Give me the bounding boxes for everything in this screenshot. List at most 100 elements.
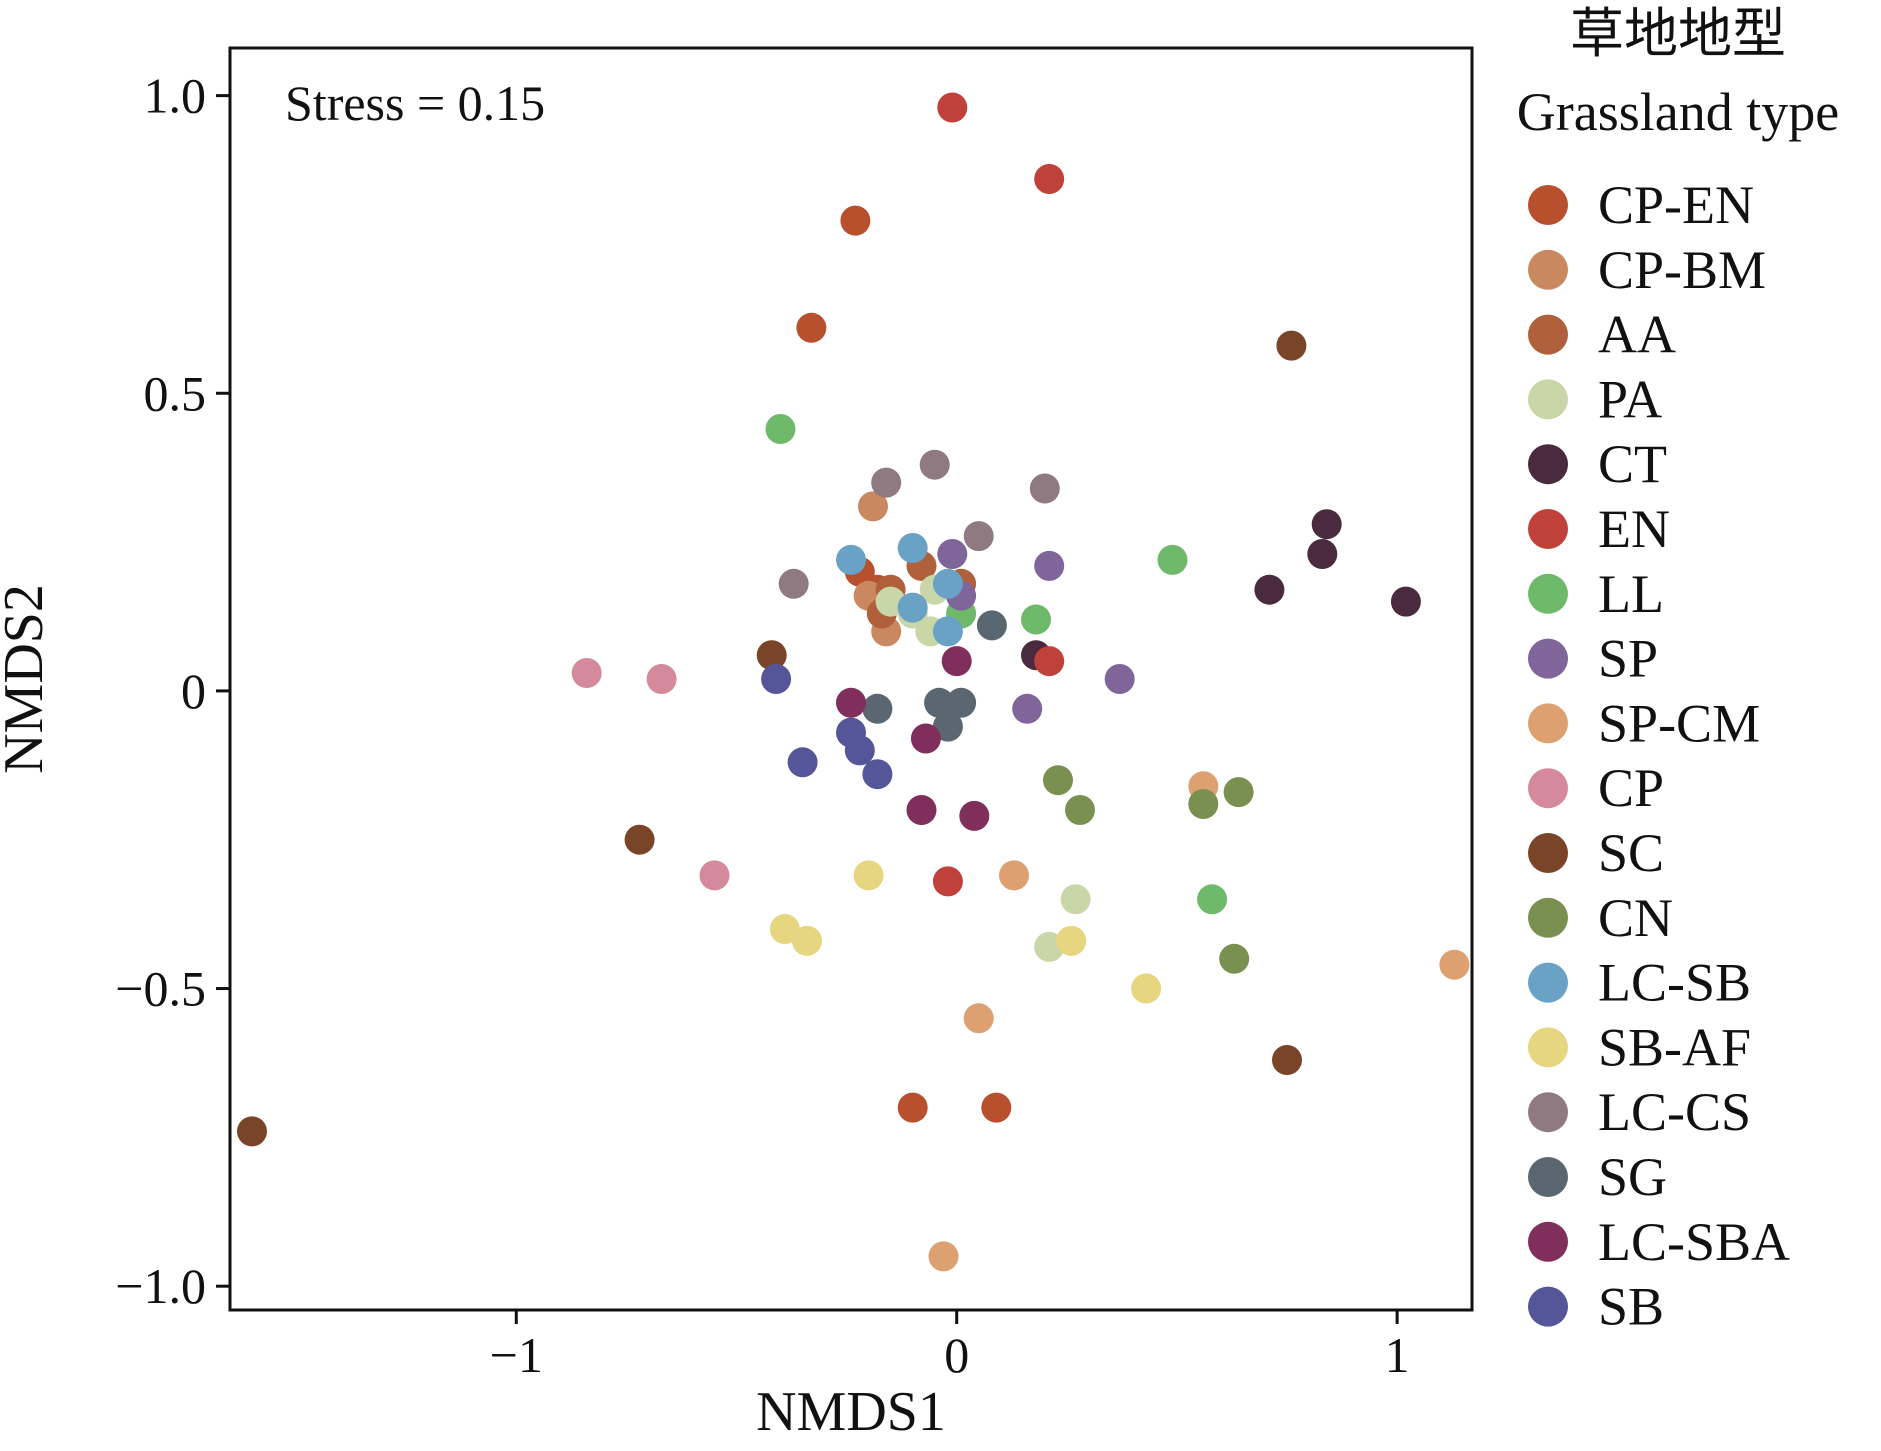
- data-point-sp: [937, 539, 968, 569]
- legend-label-sp-cm: SP-CM: [1598, 693, 1760, 753]
- legend-label-cp-bm: CP-BM: [1598, 240, 1766, 300]
- legend-marker-pa: [1528, 379, 1568, 420]
- data-point-en: [1034, 646, 1065, 677]
- y-tick-label: 1.0: [144, 68, 207, 124]
- data-point-sb: [862, 759, 893, 790]
- stress-annotation: Stress = 0.15: [285, 75, 545, 131]
- data-point-ll: [1021, 604, 1051, 635]
- legend-label-ll: LL: [1598, 564, 1664, 624]
- data-point-ct: [1311, 509, 1342, 540]
- data-point-ct: [1254, 574, 1285, 605]
- data-point-cp-bm: [858, 491, 888, 522]
- points-layer: [237, 92, 1470, 1272]
- data-point-cn: [1223, 777, 1254, 808]
- legend-label-lc-sb: LC-SB: [1598, 953, 1751, 1013]
- legend-label-en: EN: [1598, 499, 1670, 559]
- data-point-sg: [932, 711, 963, 742]
- legend-marker-cp-bm: [1528, 249, 1568, 290]
- legend-marker-aa: [1528, 314, 1568, 355]
- data-point-lc-cs: [1029, 473, 1060, 504]
- x-tick-label: 0: [944, 1327, 969, 1383]
- data-point-cp-en: [840, 205, 871, 236]
- legend-label-cp: CP: [1598, 758, 1664, 818]
- data-point-sb-af: [769, 914, 800, 944]
- legend-marker-en: [1528, 509, 1568, 549]
- legend-marker-cn: [1528, 897, 1568, 938]
- data-point-sb-af: [853, 860, 884, 891]
- data-point-en: [937, 92, 968, 123]
- legend-label-sg: SG: [1598, 1147, 1667, 1207]
- data-point-lc-cs: [778, 568, 809, 599]
- data-point-lc-cs: [871, 467, 902, 498]
- data-point-lc-sba: [836, 687, 866, 718]
- y-tick-label: 0.5: [144, 365, 207, 421]
- x-axis-title: NMDS1: [756, 1381, 946, 1443]
- legend-label-aa: AA: [1598, 305, 1676, 365]
- data-point-sp: [1104, 664, 1135, 694]
- data-point-lc-sba: [941, 646, 972, 677]
- data-point-sb-af: [792, 925, 822, 956]
- legend-label-sc: SC: [1598, 823, 1664, 883]
- y-tick-label: −0.5: [115, 961, 206, 1017]
- data-point-cn: [1219, 943, 1250, 974]
- data-point-lc-sba: [959, 800, 990, 831]
- legend-marker-sp: [1528, 638, 1568, 679]
- data-point-sb-af: [1131, 973, 1162, 1004]
- data-point-ll: [765, 414, 796, 444]
- legend: CP-ENCP-BMAAPACTENLLSPSP-CMCPSCCNLC-SBSB…: [1528, 175, 1790, 1337]
- data-point-en: [1034, 164, 1065, 194]
- data-point-cn: [1043, 765, 1073, 796]
- legend-label-ct: CT: [1598, 434, 1667, 494]
- y-axis-title: NMDS2: [0, 584, 55, 774]
- legend-label-pa: PA: [1598, 369, 1662, 429]
- legend-label-sb: SB: [1598, 1277, 1664, 1337]
- legend-label-sb-af: SB-AF: [1598, 1017, 1751, 1077]
- data-point-sb: [787, 747, 818, 778]
- legend-marker-sp-cm: [1528, 703, 1568, 744]
- data-point-sc: [1272, 1045, 1302, 1075]
- data-point-sp-cm: [1439, 949, 1470, 980]
- legend-marker-lc-sb: [1528, 962, 1568, 1003]
- data-point-lc-cs: [919, 449, 950, 480]
- data-point-cp: [699, 860, 730, 891]
- legend-marker-cp-en: [1528, 185, 1568, 225]
- data-point-cp: [571, 658, 602, 688]
- x-tick-label: 1: [1385, 1327, 1410, 1383]
- data-point-cn: [1065, 795, 1095, 825]
- data-point-sb-af: [1056, 925, 1087, 956]
- legend-marker-lc-sba: [1528, 1221, 1568, 1262]
- legend-label-lc-cs: LC-CS: [1598, 1082, 1751, 1142]
- data-point-lc-sb: [836, 544, 866, 575]
- data-point-lc-sba: [906, 795, 937, 825]
- data-point-sg: [946, 687, 977, 718]
- x-tick-label: −1: [490, 1327, 543, 1383]
- legend-label-cn: CN: [1598, 888, 1673, 948]
- legend-title-english: Grassland type: [1517, 82, 1839, 142]
- data-point-sp-cm: [999, 860, 1029, 891]
- legend-marker-ct: [1528, 444, 1568, 485]
- legend-label-lc-sba: LC-SBA: [1598, 1212, 1790, 1272]
- data-point-lc-sb: [897, 592, 928, 623]
- data-point-lc-sb: [932, 568, 963, 599]
- data-point-sg: [862, 693, 893, 724]
- data-point-lc-cs: [963, 521, 994, 552]
- data-point-cn: [1188, 789, 1219, 819]
- ticks-layer: [216, 94, 1399, 1324]
- data-point-en: [932, 866, 963, 897]
- legend-marker-cp: [1528, 768, 1568, 809]
- plot-frame: [228, 46, 1474, 1312]
- data-point-sc: [624, 824, 655, 855]
- data-point-cp-en: [897, 1092, 928, 1123]
- tick-labels: −1 0 1 1.0 0.5 0 −0.5 −1.0: [115, 68, 1409, 1383]
- data-point-sp: [1012, 693, 1043, 724]
- data-point-sp: [1034, 550, 1065, 581]
- data-point-sb: [761, 664, 792, 694]
- data-point-lc-sb: [897, 533, 928, 563]
- data-point-sp-cm: [963, 1003, 994, 1034]
- legend-marker-sb: [1528, 1286, 1568, 1327]
- data-point-ll: [1157, 544, 1188, 575]
- legend-label-cp-en: CP-EN: [1598, 175, 1754, 235]
- data-point-sc: [1276, 330, 1307, 361]
- legend-title-chinese: 草地地型: [1570, 4, 1786, 64]
